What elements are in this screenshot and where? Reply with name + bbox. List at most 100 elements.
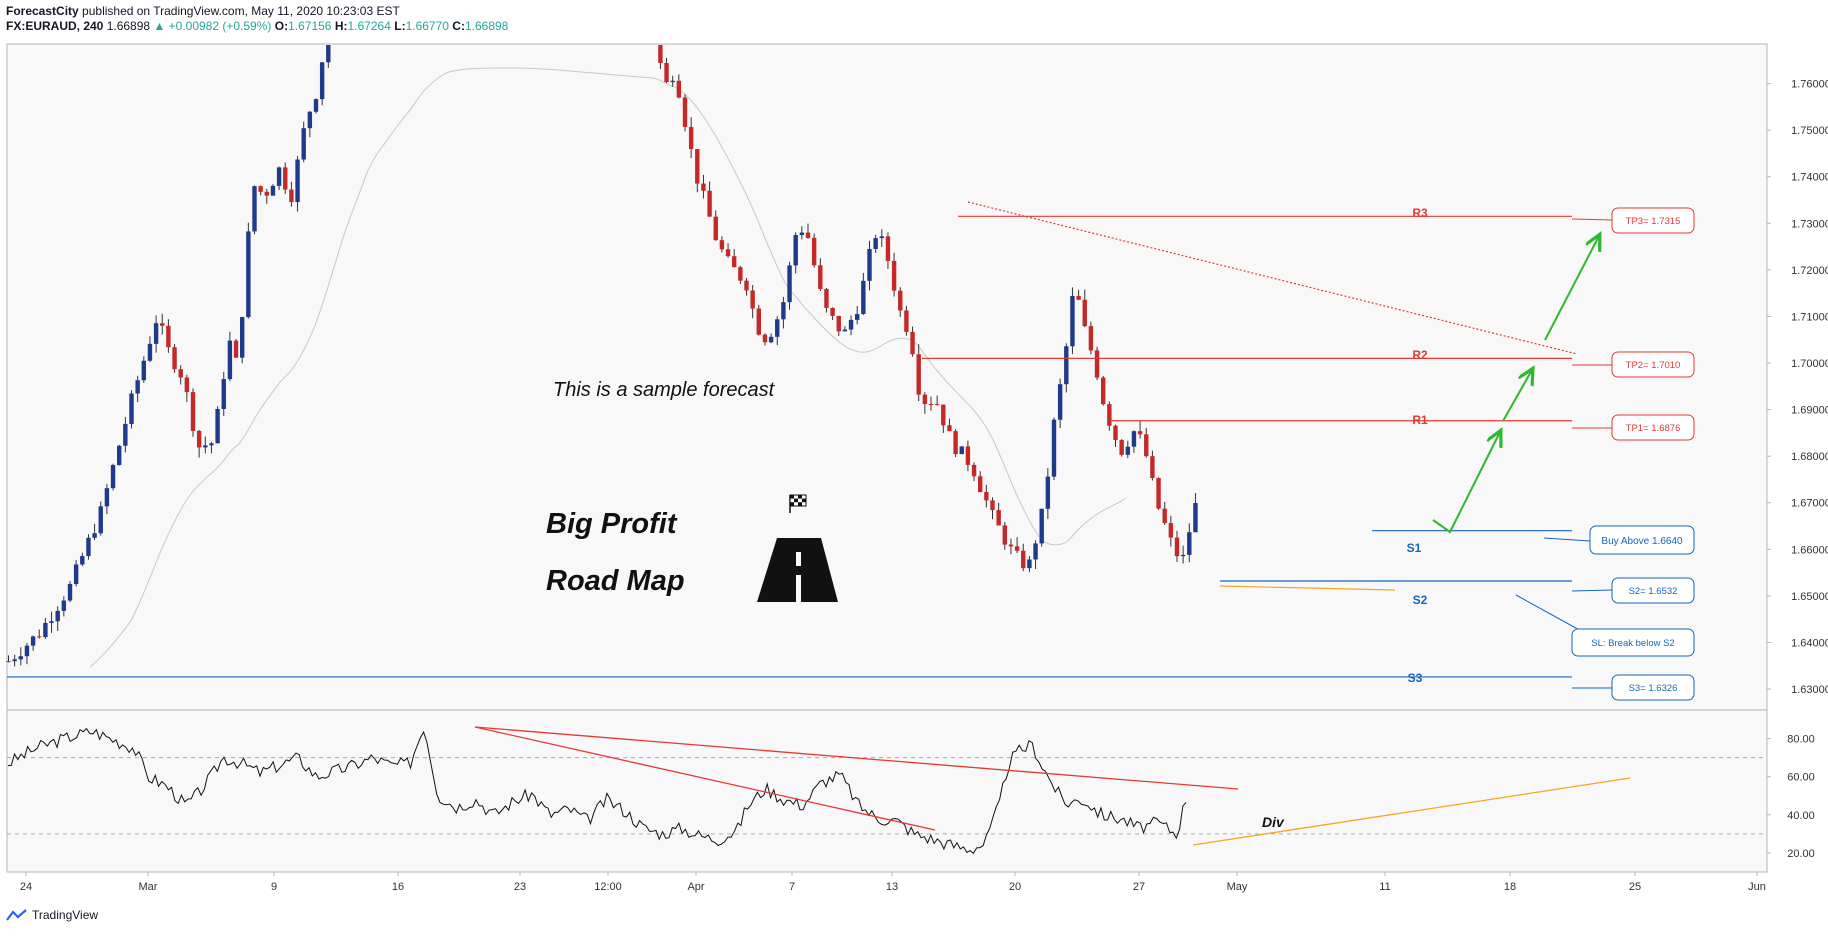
buy-text: Buy Above 1.6640 <box>1601 536 1683 547</box>
candle-down <box>196 430 202 448</box>
time-tick-label: 16 <box>392 881 404 893</box>
candle-down <box>6 661 11 663</box>
candle-up <box>246 231 251 318</box>
candle-down <box>1168 523 1174 538</box>
candle-down <box>830 307 835 316</box>
candle-down <box>996 510 1001 526</box>
candle-down <box>965 446 971 465</box>
candle-up <box>1051 419 1057 477</box>
candle-up <box>295 159 300 203</box>
candle-up <box>221 379 226 409</box>
candle-down <box>910 331 915 355</box>
time-axis-ticks[interactable]: 24 Mar 9 16 23 12:00 Apr 7 13 20 27 May 11 18 25 Jun <box>20 872 1766 893</box>
descending-trendline[interactable] <box>967 201 1578 355</box>
candle-up <box>861 280 866 315</box>
candle-down <box>1144 434 1149 457</box>
candle-down <box>289 189 294 203</box>
candle-up <box>319 62 325 100</box>
arrow-to-tp2 <box>1502 370 1532 422</box>
rsi-divergence-line[interactable] <box>1192 777 1631 846</box>
candle-up <box>215 408 220 444</box>
price-tick-label: 1.65000 <box>1791 591 1828 603</box>
tp3-callout[interactable]: TP3= 1.7315 <box>1611 207 1695 234</box>
price-change: ▲ +0.00982 (+0.59%) <box>153 19 272 33</box>
candle-down <box>1094 350 1100 378</box>
candle-up <box>301 128 306 160</box>
time-tick-label: 23 <box>514 881 526 893</box>
low-value: 1.66770 <box>405 19 449 33</box>
candle-down <box>1101 377 1106 405</box>
candle-up <box>86 537 91 557</box>
candle-down <box>233 340 239 358</box>
published-text: published on TradingView.com, May 11, 20… <box>82 4 400 18</box>
candle-up <box>1180 554 1186 557</box>
candle-down <box>160 323 165 326</box>
rsi-pane[interactable] <box>6 709 1768 873</box>
candle-down <box>264 191 269 196</box>
price-tick-label: 1.69000 <box>1791 405 1828 417</box>
publisher-name[interactable]: ForecastCity <box>6 4 79 18</box>
candle-down <box>824 288 829 308</box>
buy-callout[interactable]: Buy Above 1.6640 <box>1589 525 1695 555</box>
price-axis-ticks[interactable]: 1.76000 1.75000 1.74000 1.73000 1.72000 1.710… <box>1767 79 1828 696</box>
price-pane[interactable] <box>6 43 1768 711</box>
tradingview-logo-icon <box>6 909 27 921</box>
sl-callout[interactable]: SL: Break below S2 <box>1571 628 1695 657</box>
footer-brand[interactable]: TradingView <box>6 908 98 922</box>
last-price: 1.66898 <box>106 19 151 33</box>
double-bottom-line[interactable] <box>1219 585 1396 591</box>
r1-label: R1 <box>1412 413 1428 427</box>
tp3-text: TP3= 1.7315 <box>1626 216 1681 227</box>
candle-up <box>129 393 134 424</box>
candle-up <box>61 600 67 611</box>
candle-up <box>123 423 128 446</box>
candle-down <box>1156 478 1161 509</box>
candle-down <box>811 237 817 266</box>
candle-up <box>1125 446 1130 455</box>
s2-connector <box>1571 589 1613 592</box>
time-tick-label: 7 <box>789 881 795 893</box>
candle-down <box>1076 295 1081 300</box>
price-tick-label: 1.76000 <box>1791 79 1828 91</box>
rsi-trendline-steep[interactable] <box>474 726 936 831</box>
candle-down <box>916 354 921 395</box>
sl-connector <box>1515 594 1584 633</box>
chart-header: ForecastCity published on TradingView.co… <box>6 4 508 34</box>
tp2-callout[interactable]: TP2= 1.7010 <box>1611 351 1695 378</box>
candle-up <box>1033 543 1038 560</box>
s2-callout[interactable]: S2= 1.6532 <box>1611 577 1695 604</box>
tp1-callout[interactable]: TP1= 1.6876 <box>1611 414 1695 441</box>
candle-down <box>1088 326 1094 351</box>
symbol-label[interactable]: FX:EURAUD, 240 <box>6 19 104 33</box>
candle-down <box>953 431 958 455</box>
candle-up <box>49 621 54 623</box>
candle-up <box>775 319 780 337</box>
open-label: O: <box>274 19 289 33</box>
candle-up <box>867 248 872 281</box>
candle-down <box>762 334 768 343</box>
price-tick-label: 1.63000 <box>1791 684 1828 696</box>
candle-down <box>818 265 823 289</box>
s3-callout[interactable]: S3= 1.6326 <box>1611 674 1695 701</box>
candle-down <box>1174 537 1180 557</box>
candle-down <box>984 492 989 501</box>
candle-down <box>1162 508 1167 524</box>
candle-up <box>670 80 675 83</box>
candle-down <box>738 267 743 281</box>
candle-up <box>307 111 313 129</box>
candle-down <box>719 240 725 250</box>
time-tick-label: 12:00 <box>594 881 622 893</box>
candle-down <box>676 80 682 98</box>
rsi-indicator <box>7 727 1767 855</box>
moving-average <box>90 67 1127 668</box>
finish-flag-icon <box>789 494 807 513</box>
candle-up <box>799 232 805 236</box>
candle-down <box>713 216 718 241</box>
high-value: 1.67264 <box>347 19 391 33</box>
close-value: 1.66898 <box>464 19 509 33</box>
time-tick-label: 18 <box>1504 881 1516 893</box>
rsi-trendline-shallow[interactable] <box>474 726 1239 790</box>
candle-down <box>928 404 934 406</box>
price-tick-label: 1.74000 <box>1791 172 1828 184</box>
